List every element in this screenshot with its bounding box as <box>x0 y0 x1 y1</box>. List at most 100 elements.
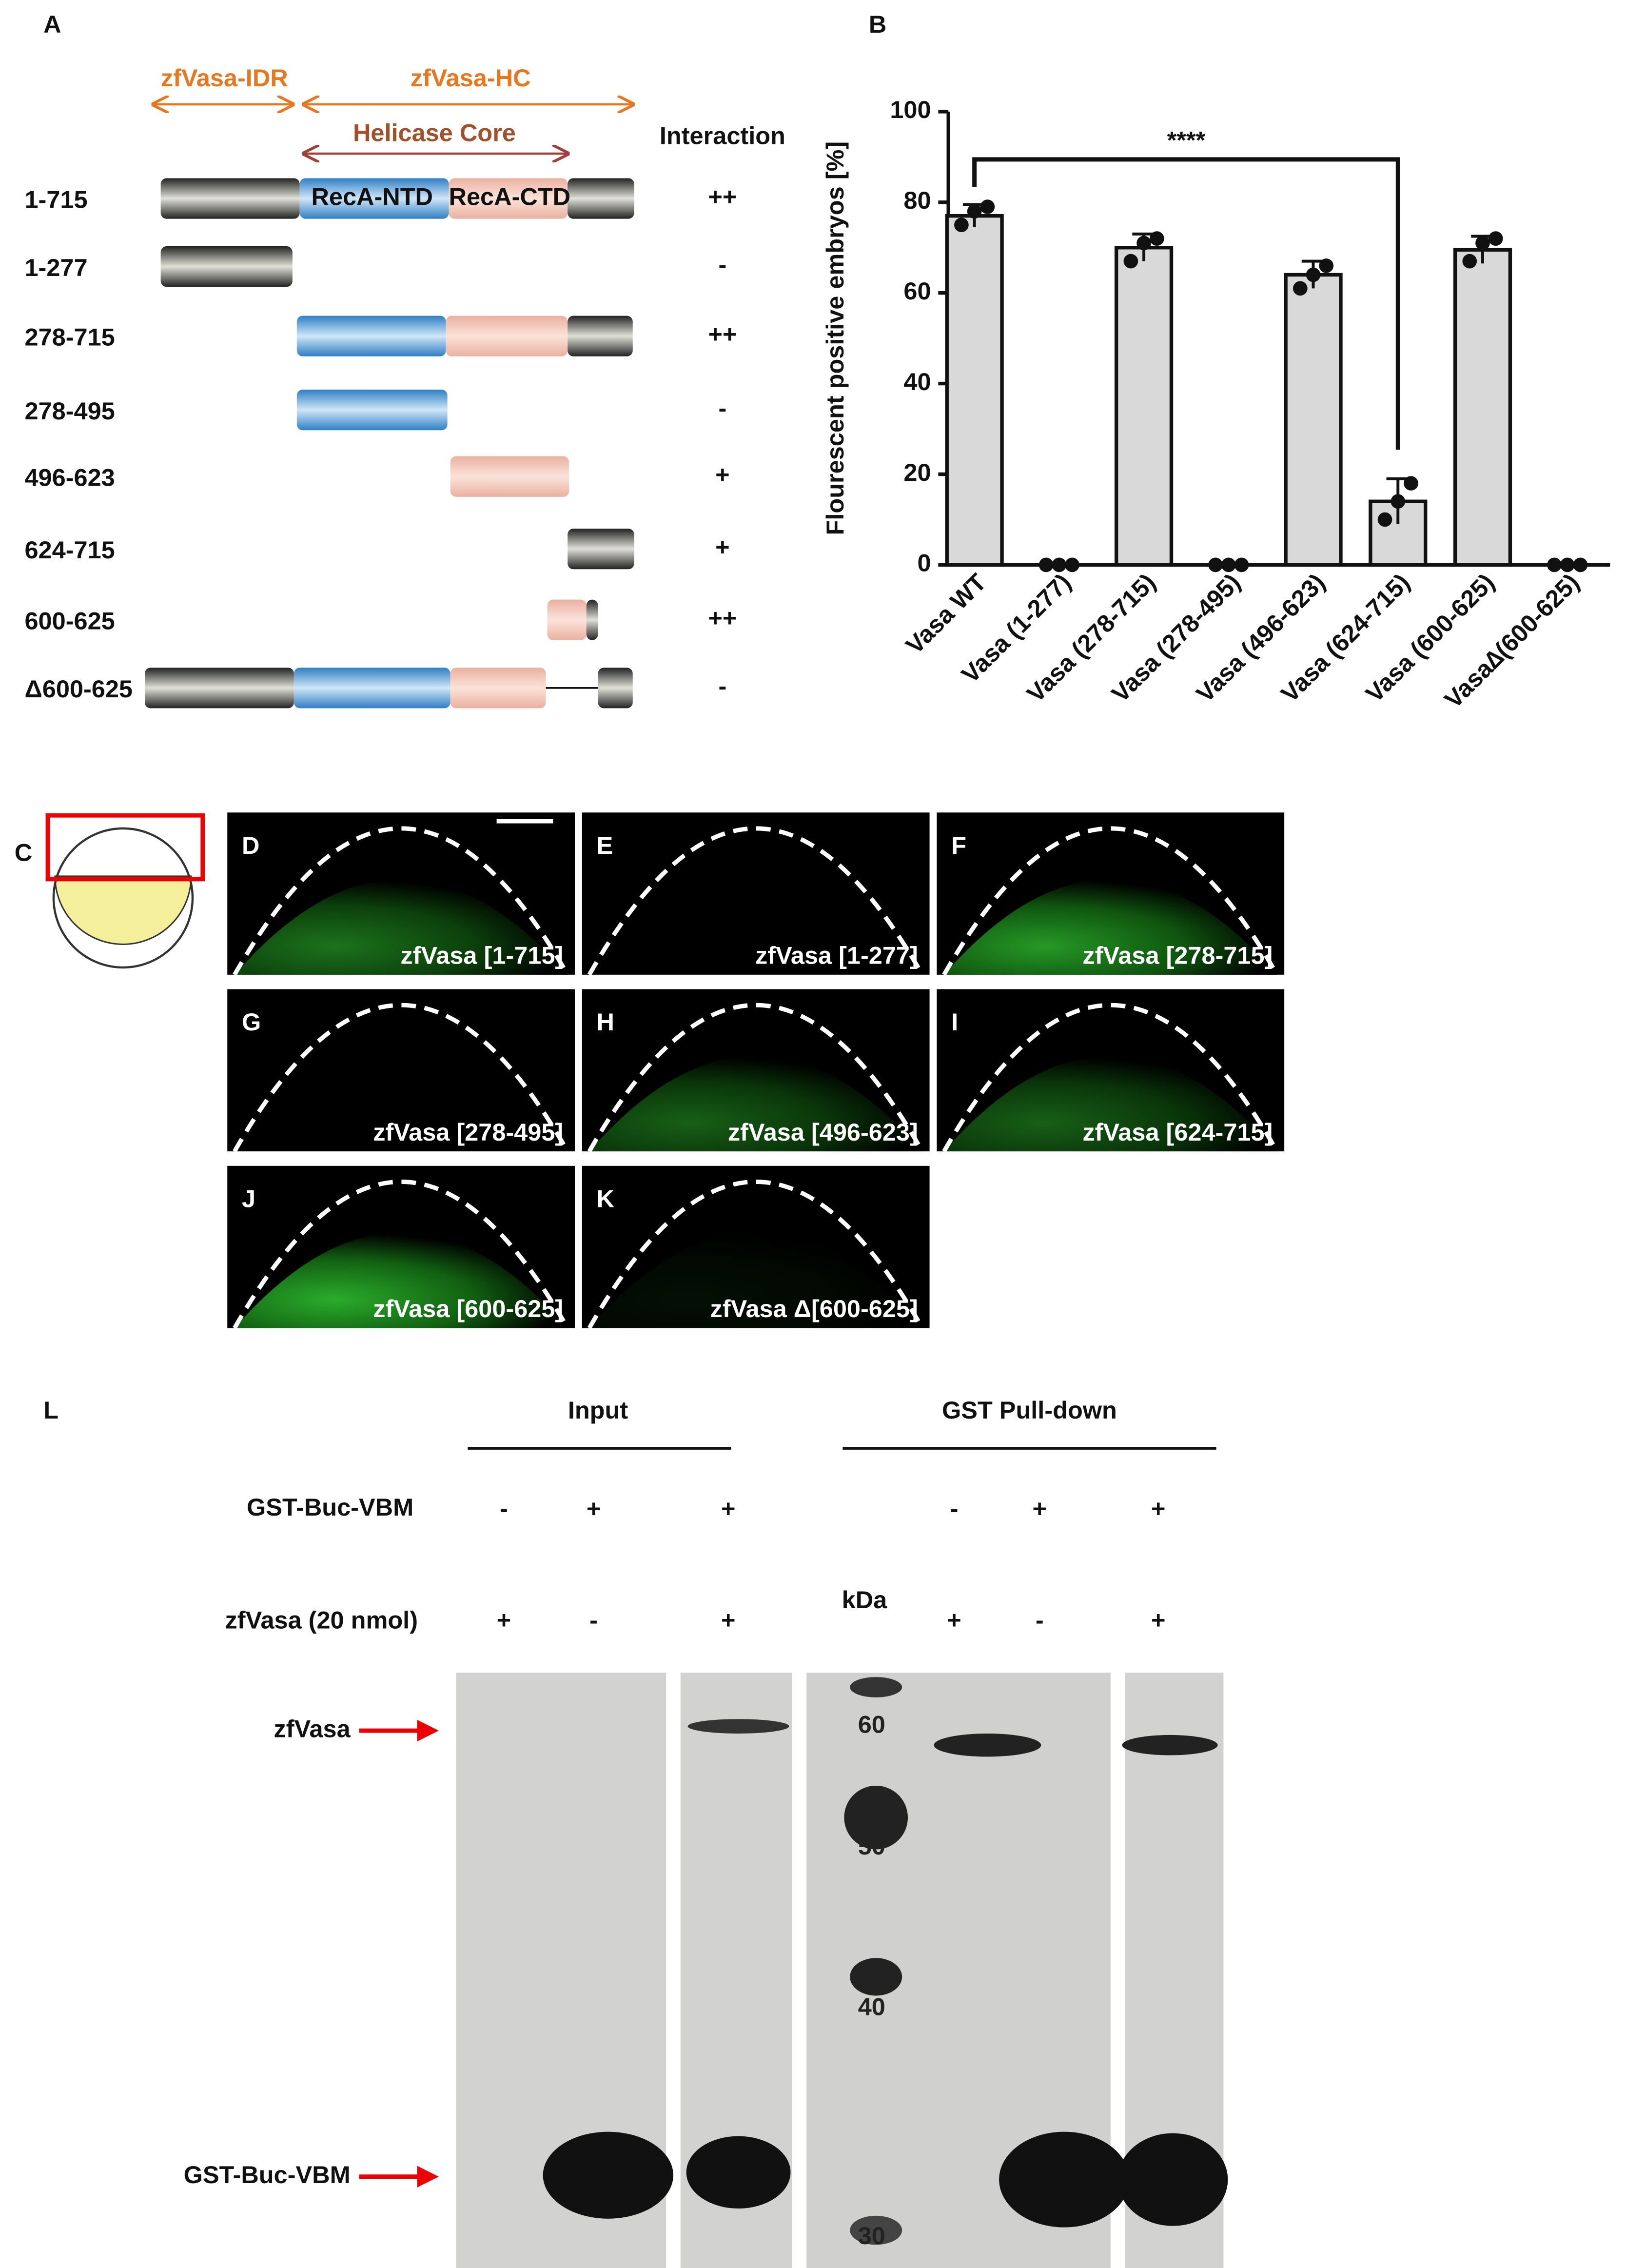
unit-label: kDa <box>842 1586 888 1614</box>
domain-bar <box>568 178 634 219</box>
caption: zfVasa [496-623] <box>728 1118 918 1146</box>
data-point <box>1488 231 1503 246</box>
panel-label: H <box>597 1008 614 1036</box>
construct-label: 278-715 <box>24 323 115 351</box>
domain-bar <box>294 668 451 709</box>
embryo-outline <box>587 826 924 976</box>
domain-label: RecA-NTD <box>311 182 433 210</box>
embryo-outline <box>942 826 1279 976</box>
data-point <box>1404 476 1418 491</box>
marker-label: 40 <box>858 1993 885 2021</box>
interaction: - <box>718 672 726 700</box>
caption: zfVasa [1-715] <box>400 942 563 969</box>
domain-bar <box>547 599 587 640</box>
embryo-schematic <box>45 813 205 969</box>
interaction: - <box>718 394 726 422</box>
y-tick-label: 0 <box>917 549 931 577</box>
domain-bar <box>296 390 448 431</box>
data-point <box>1319 258 1334 273</box>
domain-bar <box>449 178 568 219</box>
panel-label: L <box>43 1396 59 1424</box>
data-point <box>980 199 995 214</box>
data-point <box>1377 512 1392 527</box>
gel <box>456 1673 1228 2268</box>
panel-label: D <box>242 831 259 859</box>
caption: zfVasa [278-715] <box>1082 942 1273 969</box>
domain-bar <box>160 246 293 287</box>
embryo-outline <box>233 1180 570 1329</box>
panel-label: B <box>869 10 886 38</box>
interaction: + <box>715 461 729 489</box>
sign: + <box>497 1606 511 1634</box>
sign: + <box>1151 1606 1165 1634</box>
domain-label: RecA-CTD <box>449 182 571 210</box>
group-label: GST Pull-down <box>942 1396 1117 1424</box>
construct-label: Δ600-625 <box>24 675 132 703</box>
domain-bar <box>568 529 634 570</box>
sign: + <box>1151 1495 1165 1522</box>
sign: - <box>589 1606 598 1634</box>
interaction: ++ <box>708 320 737 348</box>
embryo-outline <box>233 826 570 976</box>
interaction: ++ <box>708 604 737 632</box>
data-point <box>1052 557 1067 572</box>
domain-bar <box>446 316 568 356</box>
construct-label: 496-623 <box>24 464 115 492</box>
data-point <box>967 204 982 219</box>
bar <box>945 214 1004 567</box>
data-point <box>1391 494 1406 509</box>
sign: + <box>721 1495 735 1522</box>
construct-label: 1-277 <box>24 254 87 281</box>
fluorescence <box>235 1232 568 1328</box>
significance: **** <box>1167 126 1206 154</box>
data-point <box>1234 557 1249 572</box>
marker-label: 50 <box>858 1832 885 1860</box>
data-point <box>1293 281 1308 296</box>
y-tick-label: 100 <box>890 96 931 123</box>
panel-label: K <box>597 1184 614 1212</box>
data-point <box>1065 557 1079 572</box>
bar <box>1453 248 1512 567</box>
panel-label: F <box>951 831 966 859</box>
bar <box>1284 273 1343 567</box>
embryo-outline <box>587 1003 924 1153</box>
panel-label: C <box>15 839 32 867</box>
construct-label: 1-715 <box>24 185 87 213</box>
header: Interaction <box>660 122 785 150</box>
data-point <box>1221 557 1236 572</box>
data-point <box>1462 254 1477 269</box>
data-point <box>1560 557 1575 572</box>
data-point <box>1038 557 1054 572</box>
sign: + <box>587 1495 601 1522</box>
panel-label: G <box>242 1008 261 1036</box>
x-tick-label: Vasa WT <box>901 568 992 659</box>
group-label: Input <box>568 1396 628 1424</box>
domain-bar <box>598 668 633 709</box>
domain-bar <box>144 668 294 709</box>
row-label: GST-Buc-VBM <box>247 1493 413 1521</box>
micrograph <box>582 812 930 975</box>
sign: - <box>500 1495 508 1522</box>
interaction: + <box>715 533 729 561</box>
domain-bar <box>586 599 598 640</box>
caption: zfVasa [600-625] <box>373 1295 563 1322</box>
sign: + <box>721 1606 735 1634</box>
band-label: zfVasa <box>274 1715 351 1742</box>
significance-bracket <box>972 157 1400 450</box>
row-label: zfVasa (20 nmol) <box>225 1606 418 1634</box>
fluorescence <box>944 1056 1277 1152</box>
data-point <box>1547 557 1562 572</box>
caption: zfVasa [1-277] <box>755 942 918 969</box>
domain-bar <box>450 456 569 497</box>
embryo-outline <box>587 1180 924 1329</box>
domain-label: Helicase Core <box>353 119 516 147</box>
construct-label: 624-715 <box>24 536 115 564</box>
fluorescence <box>944 879 1277 975</box>
data-point <box>954 217 969 233</box>
domain-label: zfVasa-IDR <box>161 64 288 92</box>
construct-label: 278-495 <box>24 397 115 425</box>
embryo-outline <box>233 1003 570 1153</box>
domain-bar <box>568 316 633 356</box>
data-point <box>1306 267 1321 282</box>
